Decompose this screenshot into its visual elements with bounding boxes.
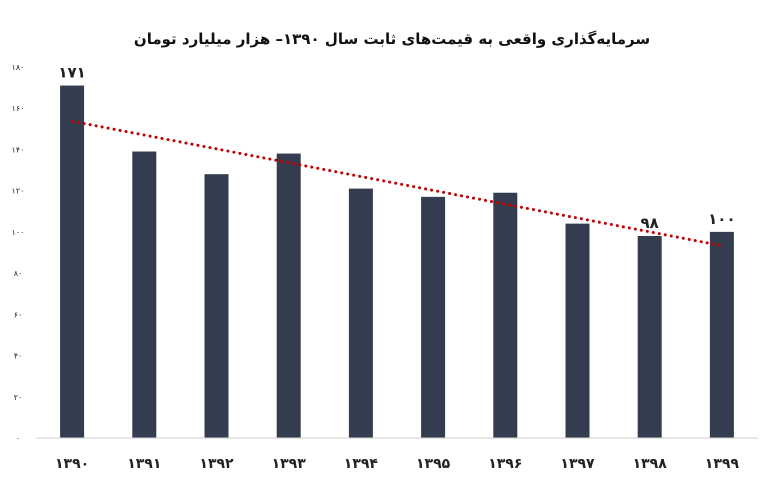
x-tick-label: ۱۳۹۹ — [705, 456, 740, 472]
bar — [565, 223, 590, 438]
data-label: ۹۸ — [641, 214, 659, 232]
x-tick-label: ۱۳۹۴ — [344, 456, 379, 472]
x-tick-label: ۱۳۹۷ — [560, 456, 595, 472]
y-tick-label: ۲۰ — [14, 393, 23, 402]
chart-title: سرمایه‌گذاری واقعی به قیمت‌های ثابت سال … — [134, 30, 650, 48]
x-tick-label: ۱۳۹۳ — [272, 456, 307, 472]
y-tick-label: ۱۴۰ — [12, 145, 25, 154]
bar — [276, 153, 301, 439]
y-tick-label: ۱۶۰ — [12, 104, 25, 113]
y-tick-label: ۸۰ — [14, 269, 23, 278]
x-axis: ۱۳۹۰ ۱۳۹۱ ۱۳۹۲ ۱۳۹۳ ۱۳۹۴ ۱۳۹۵ ۱۳۹۶ ۱۳۹۷ ۱۳۹۸ ۱۳۹۹ — [36, 437, 758, 472]
y-tick-label: ۱۰۰ — [12, 228, 25, 237]
y-tick-label: ۶۰ — [14, 310, 23, 319]
bar — [709, 231, 734, 438]
x-tick-label: ۱۳۹۸ — [633, 456, 668, 472]
x-tick-label: ۱۳۹۲ — [199, 456, 234, 472]
bar — [132, 151, 157, 438]
y-tick-label: ۱۲۰ — [12, 187, 25, 196]
bar — [421, 196, 446, 438]
x-tick-label: ۱۳۹۰ — [55, 456, 89, 472]
data-labels: ۱۷۱ ۹۸ ۱۰۰ — [58, 64, 735, 232]
y-tick-label: ۰ — [16, 434, 20, 443]
y-tick-label: ۱۸۰ — [12, 63, 25, 72]
y-tick-label: ۴۰ — [14, 352, 23, 361]
x-tick-label: ۱۳۹۱ — [127, 456, 161, 472]
bar — [204, 174, 229, 438]
bar — [60, 85, 85, 439]
trendline-path — [70, 119, 724, 248]
bars — [60, 85, 734, 439]
bar — [637, 236, 662, 438]
bar — [348, 188, 373, 438]
data-label: ۱۷۱ — [58, 64, 85, 82]
trendline — [70, 119, 724, 248]
y-axis: ۰ ۲۰ ۴۰ ۶۰ ۸۰ ۱۰۰ ۱۲۰ ۱۴۰ ۱۶۰ ۱۸۰ — [12, 63, 25, 443]
x-tick-label: ۱۳۹۵ — [416, 456, 451, 472]
bar — [493, 192, 518, 438]
data-label: ۱۰۰ — [708, 210, 735, 228]
x-tick-label: ۱۳۹۶ — [488, 456, 522, 472]
